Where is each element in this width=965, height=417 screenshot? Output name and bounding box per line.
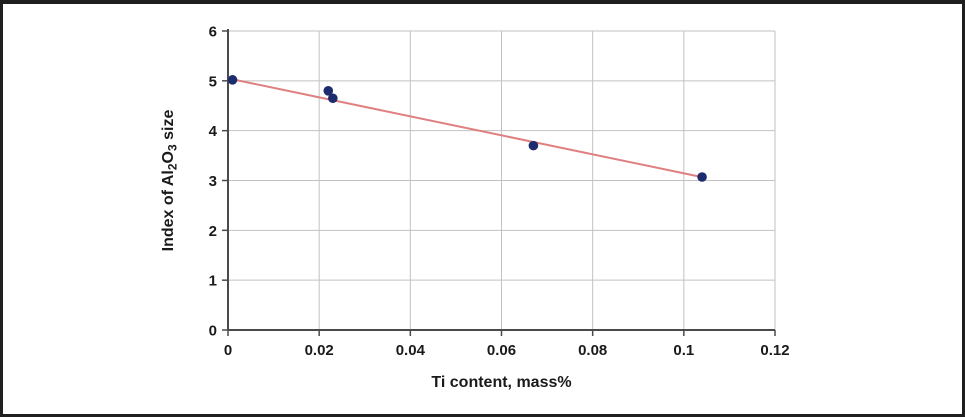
- data-point: [697, 172, 707, 182]
- data-series: [227, 75, 707, 182]
- tick-labels: 0 1 2 3 4 5 6 0 0.02 0.04 0.06 0.08 0.1 0.12: [209, 24, 790, 360]
- axis-titles: Ti content, mass% Index of Al2O3 size: [160, 110, 572, 391]
- x-tick-label: 0.02: [305, 342, 334, 359]
- x-tick-label: 0.12: [760, 342, 789, 359]
- tick-marks: [222, 30, 776, 336]
- y-tick-label: 6: [209, 24, 217, 41]
- y-tick-label: 5: [209, 73, 217, 90]
- x-axis-title: Ti content, mass%: [431, 374, 571, 391]
- trend-line: [227, 77, 705, 179]
- gridlines: [228, 30, 776, 330]
- y-tick-label: 4: [209, 123, 218, 140]
- y-tick-label: 2: [209, 223, 217, 240]
- data-point: [528, 140, 539, 151]
- x-tick-label: 0.06: [487, 342, 516, 359]
- data-point: [227, 75, 238, 85]
- data-point: [323, 86, 334, 96]
- x-tick-label: 0: [224, 342, 232, 359]
- x-tick-label: 0.1: [673, 342, 694, 359]
- y-tick-label: 1: [209, 273, 217, 290]
- x-tick-label: 0.08: [578, 342, 607, 359]
- y-tick-label: 0: [209, 323, 217, 340]
- x-tick-label: 0.04: [396, 342, 426, 359]
- y-axis-title: Index of Al2O3 size: [160, 110, 180, 252]
- y-tick-label: 3: [209, 173, 217, 190]
- data-point: [328, 93, 338, 104]
- scatter-chart: 0 1 2 3 4 5 6 0 0.02 0.04 0.06 0.08 0.1 0.12 Ti conte…: [160, 24, 790, 392]
